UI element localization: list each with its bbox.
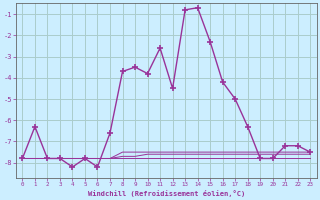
X-axis label: Windchill (Refroidissement éolien,°C): Windchill (Refroidissement éolien,°C) [88, 190, 245, 197]
